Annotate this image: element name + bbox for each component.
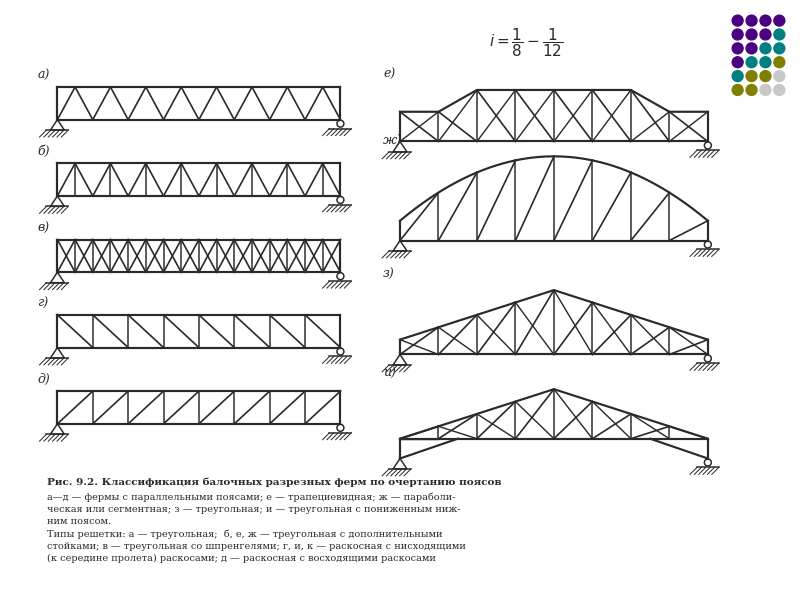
- Text: и): и): [383, 367, 396, 380]
- Circle shape: [760, 15, 771, 26]
- Text: $i = \dfrac{1}{8} - \dfrac{1}{12}$: $i = \dfrac{1}{8} - \dfrac{1}{12}$: [490, 26, 564, 59]
- Text: д): д): [38, 373, 50, 386]
- Text: в): в): [38, 221, 50, 235]
- Circle shape: [732, 71, 743, 82]
- Circle shape: [774, 43, 785, 54]
- Text: г): г): [38, 297, 49, 310]
- Circle shape: [746, 43, 757, 54]
- Circle shape: [732, 15, 743, 26]
- Circle shape: [760, 71, 771, 82]
- Circle shape: [746, 57, 757, 68]
- Circle shape: [746, 85, 757, 95]
- Text: Рис. 9.2. Классификация балочных разрезных ферм по очертанию поясов: Рис. 9.2. Классификация балочных разрезн…: [47, 478, 502, 487]
- Text: а): а): [38, 69, 50, 82]
- Circle shape: [746, 71, 757, 82]
- Circle shape: [760, 57, 771, 68]
- Circle shape: [746, 15, 757, 26]
- Text: ж): ж): [383, 134, 402, 148]
- Text: ним поясом.: ним поясом.: [47, 517, 111, 526]
- Text: стойками; в — треугольная со шпренгелями; г, и, к — раскосная с нисходящими: стойками; в — треугольная со шпренгелями…: [47, 542, 466, 551]
- Circle shape: [732, 85, 743, 95]
- Circle shape: [732, 29, 743, 40]
- Circle shape: [774, 71, 785, 82]
- Circle shape: [760, 43, 771, 54]
- Circle shape: [746, 29, 757, 40]
- Circle shape: [732, 57, 743, 68]
- Text: ческая или сегментная; з — треугольная; и — треугольная с пониженным ниж-: ческая или сегментная; з — треугольная; …: [47, 505, 461, 514]
- Text: б): б): [38, 145, 50, 158]
- Text: з): з): [383, 268, 395, 281]
- Circle shape: [774, 15, 785, 26]
- Circle shape: [732, 43, 743, 54]
- Text: Типы решетки: а — треугольная;  б, е, ж — треугольная с дополнительными: Типы решетки: а — треугольная; б, е, ж —…: [47, 529, 443, 539]
- Circle shape: [760, 29, 771, 40]
- Text: (к середине пролета) раскосами; д — раскосная с восходящими раскосами: (к середине пролета) раскосами; д — раск…: [47, 553, 436, 563]
- Text: а—д — фермы с параллельными поясами; е — трапециевидная; ж — параболи-: а—д — фермы с параллельными поясами; е —…: [47, 493, 456, 502]
- Text: е): е): [383, 68, 395, 81]
- Circle shape: [760, 85, 771, 95]
- Circle shape: [774, 85, 785, 95]
- Circle shape: [774, 57, 785, 68]
- Circle shape: [774, 29, 785, 40]
